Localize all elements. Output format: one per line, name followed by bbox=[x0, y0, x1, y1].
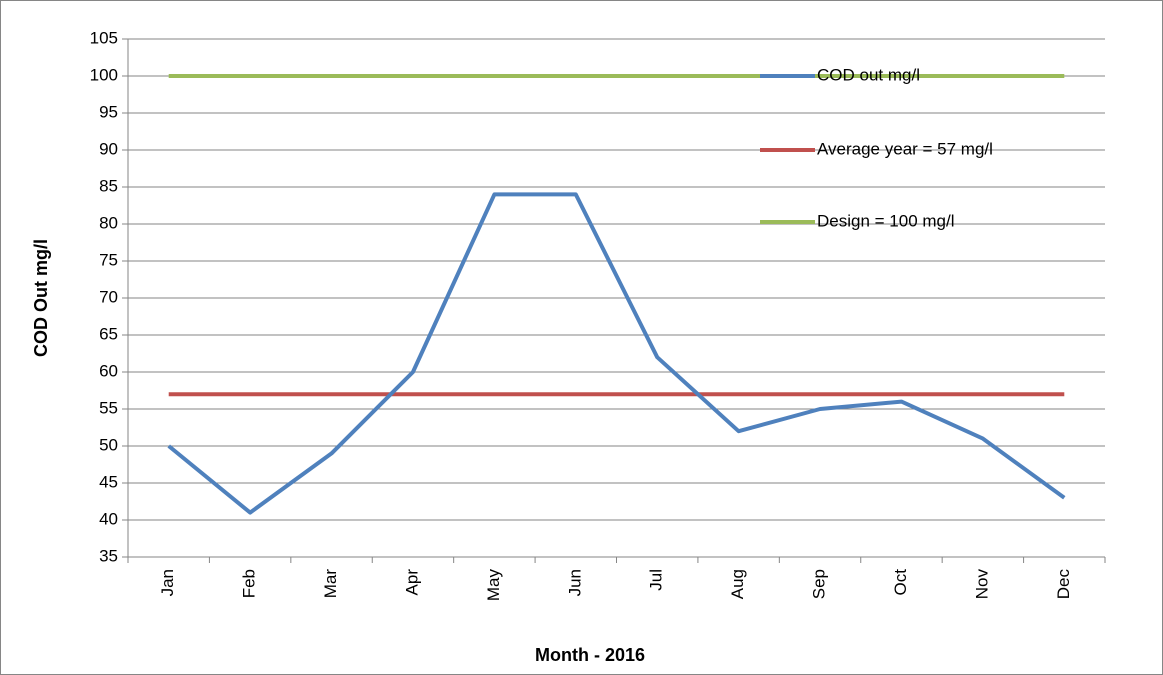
x-tick-label: Aug bbox=[728, 569, 747, 599]
y-axis-title: COD Out mg/l bbox=[31, 239, 51, 357]
y-tick-label: 105 bbox=[90, 28, 118, 47]
x-axis-title: Month - 2016 bbox=[535, 645, 645, 665]
y-tick-label: 85 bbox=[99, 176, 118, 195]
y-tick-label: 80 bbox=[99, 213, 118, 232]
y-tick-label: 35 bbox=[99, 546, 118, 565]
legend-label: Design = 100 mg/l bbox=[817, 211, 955, 230]
y-tick-label: 75 bbox=[99, 250, 118, 269]
x-tick-label: Jul bbox=[647, 569, 666, 591]
x-tick-label: Oct bbox=[891, 569, 910, 596]
y-tick-label: 45 bbox=[99, 472, 118, 491]
x-tick-label: Feb bbox=[240, 569, 259, 598]
legend-label: Average year = 57 mg/l bbox=[817, 139, 993, 158]
x-tick-label: Sep bbox=[810, 569, 829, 599]
y-tick-label: 95 bbox=[99, 102, 118, 121]
y-tick-label: 60 bbox=[99, 361, 118, 380]
y-tick-label: 100 bbox=[90, 65, 118, 84]
y-tick-label: 50 bbox=[99, 435, 118, 454]
x-tick-label: Nov bbox=[972, 569, 991, 600]
y-tick-label: 55 bbox=[99, 398, 118, 417]
x-tick-label: Jun bbox=[565, 569, 584, 596]
legend-label: COD out mg/l bbox=[817, 65, 920, 84]
series-line bbox=[167, 192, 1066, 515]
y-tick-label: 40 bbox=[99, 509, 118, 528]
x-tick-label: Jan bbox=[158, 569, 177, 596]
y-tick-label: 70 bbox=[99, 287, 118, 306]
x-tick-label: May bbox=[484, 569, 503, 602]
y-tick-label: 65 bbox=[99, 324, 118, 343]
y-tick-label: 90 bbox=[99, 139, 118, 158]
x-tick-label: Apr bbox=[402, 569, 421, 596]
x-tick-label: Dec bbox=[1054, 569, 1073, 600]
x-tick-label: Mar bbox=[321, 569, 340, 599]
